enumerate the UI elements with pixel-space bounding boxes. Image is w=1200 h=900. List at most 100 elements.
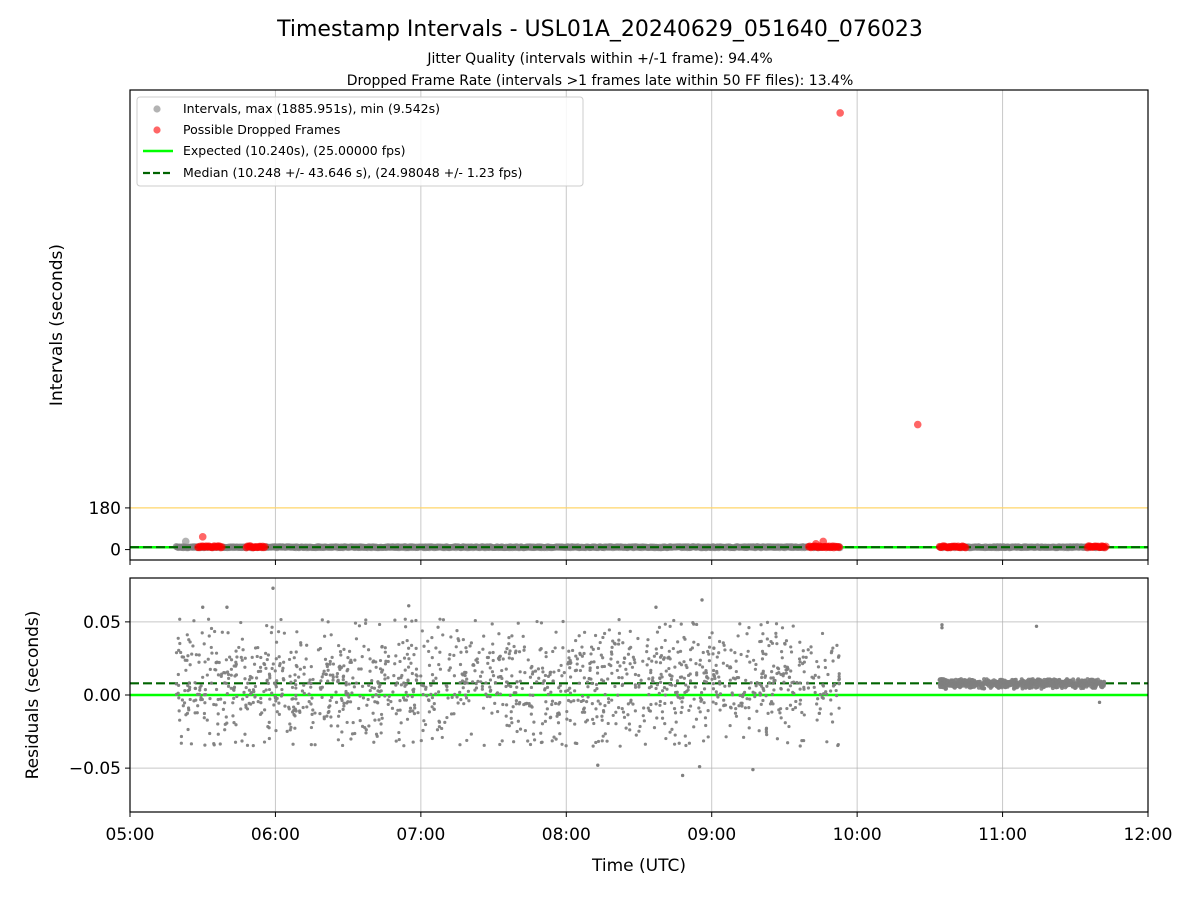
residual-point (271, 586, 275, 590)
residual-point (198, 688, 202, 692)
residual-point (508, 693, 512, 697)
residual-point (630, 665, 635, 669)
residual-point (678, 649, 683, 653)
residual-point (234, 664, 238, 668)
residual-point (374, 665, 378, 669)
residual-point (450, 695, 454, 699)
residual-point (684, 683, 688, 687)
residual-point (458, 662, 463, 667)
residual-point (806, 648, 810, 652)
residual-point (797, 657, 802, 661)
residual-point (203, 688, 208, 692)
residual-point (480, 670, 484, 674)
residual-point (1090, 678, 1095, 683)
residual-point (378, 658, 383, 663)
residual-point (529, 685, 534, 690)
residual-point (197, 660, 201, 664)
residual-point (662, 686, 667, 690)
residual-point (616, 693, 620, 697)
residual-point (652, 725, 657, 730)
residual-point (203, 701, 207, 705)
residual-point (292, 705, 296, 709)
residual-point (299, 643, 303, 647)
residual-point (430, 736, 434, 741)
residual-point (569, 700, 573, 704)
residual-point (342, 664, 346, 668)
residual-point (196, 704, 200, 708)
residual-point (976, 679, 981, 684)
residual-point (488, 689, 492, 693)
residual-point (407, 604, 411, 608)
residual-point (718, 682, 722, 686)
residual-point (706, 735, 710, 739)
residual-point (651, 676, 655, 680)
residual-point (1060, 686, 1065, 691)
residual-point (970, 677, 975, 682)
residual-point (374, 693, 378, 697)
residual-point (984, 681, 989, 686)
residual-point (376, 689, 380, 693)
residual-point (1011, 681, 1016, 686)
residual-point (802, 670, 806, 674)
residual-point (264, 688, 268, 692)
residual-point (429, 692, 433, 696)
residual-point (663, 701, 667, 706)
residual-point (408, 706, 413, 710)
residual-point (568, 691, 573, 695)
residual-point (383, 646, 387, 650)
residual-point (290, 685, 295, 690)
residual-point (522, 648, 526, 652)
residual-point (770, 710, 774, 714)
residual-point (764, 694, 768, 698)
residual-point (802, 685, 806, 689)
residual-point (406, 694, 410, 698)
residual-point (357, 706, 361, 711)
residual-point (262, 689, 266, 694)
residual-point (646, 706, 650, 710)
residual-point (620, 676, 624, 680)
residual-point (264, 651, 268, 655)
residual-point (346, 692, 350, 696)
residual-point (663, 722, 667, 726)
residual-point (348, 700, 353, 704)
residual-point (611, 713, 615, 718)
residual-point (305, 705, 309, 709)
intervals-y-tick-label: 0 (110, 541, 121, 561)
residual-point (229, 686, 233, 690)
residual-point (583, 710, 587, 714)
residual-point (592, 721, 596, 726)
residual-point (178, 617, 182, 621)
residual-point (409, 661, 413, 665)
residual-point (251, 744, 255, 748)
residual-point (335, 675, 339, 679)
residual-point (445, 715, 449, 720)
residual-point (329, 715, 333, 719)
residual-point (484, 692, 488, 696)
residual-point (347, 649, 352, 653)
residual-point (199, 684, 203, 688)
residual-point (376, 680, 380, 684)
residual-point (711, 700, 715, 704)
residual-point (788, 684, 793, 688)
residual-point (660, 716, 665, 720)
residual-point (224, 658, 228, 662)
residual-point (733, 677, 737, 681)
residual-point (568, 666, 572, 670)
residual-point (242, 690, 246, 695)
residual-point (510, 634, 514, 638)
residual-point (405, 717, 410, 721)
residual-point (958, 684, 963, 689)
residual-point (535, 619, 539, 624)
intervals-y-label: Intervals (seconds) (47, 244, 67, 406)
residual-point (955, 682, 960, 687)
residual-point (363, 621, 368, 626)
residual-point (703, 716, 708, 720)
residual-point (667, 666, 671, 671)
residual-point (427, 663, 432, 667)
residual-point (711, 687, 716, 691)
residual-point (277, 701, 281, 705)
residual-point (363, 726, 367, 730)
residual-point (633, 709, 637, 713)
residual-point (754, 684, 758, 688)
residual-point (359, 667, 363, 671)
